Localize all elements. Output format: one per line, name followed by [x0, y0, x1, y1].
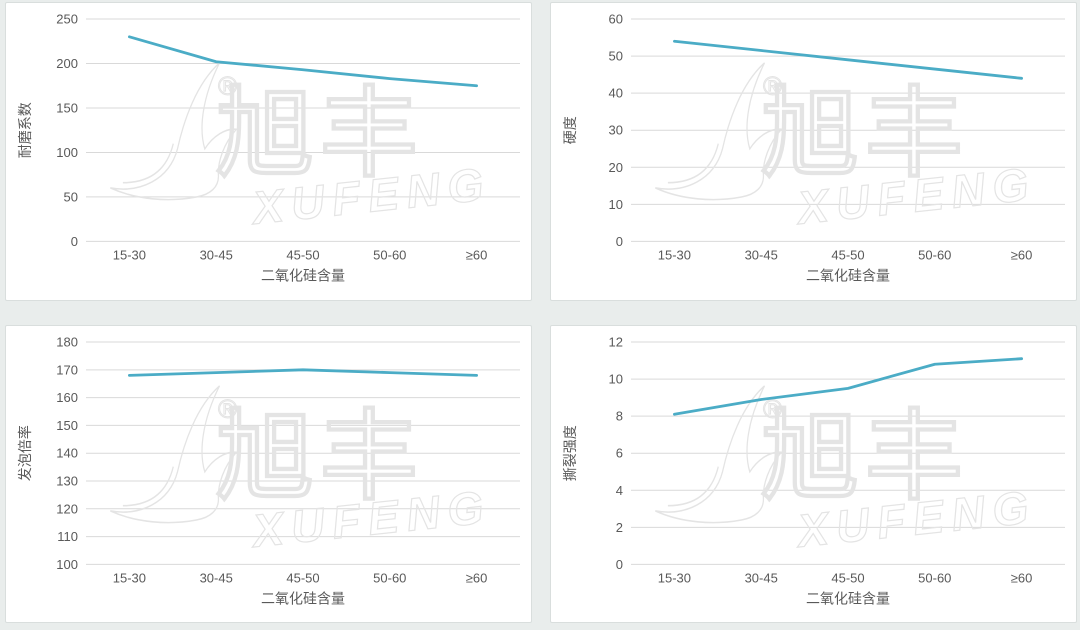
series-line: [673, 356, 1024, 416]
y-tick-label: 160: [56, 390, 78, 405]
watermark-cjk-text: 旭丰: [216, 78, 424, 188]
y-axis-title: 撕裂强度: [562, 425, 578, 481]
x-tick-label: 45-50: [286, 247, 319, 262]
series-line: [128, 367, 479, 377]
y-tick-label: 100: [56, 145, 78, 160]
y-tick-label: 250: [56, 12, 78, 27]
y-tick-label: 4: [616, 482, 623, 497]
x-axis-title: 二氧化硅含量: [806, 590, 890, 606]
y-axis-title: 发泡倍率: [17, 425, 33, 481]
y-tick-label: 40: [609, 86, 623, 101]
series-line: [673, 39, 1024, 80]
x-tick-label: 15-30: [658, 247, 691, 262]
y-tick-label: 12: [609, 334, 623, 349]
x-tick-label: 30-45: [745, 247, 778, 262]
y-tick-label: 0: [616, 556, 623, 571]
y-tick-label: 140: [56, 445, 78, 460]
x-tick-label: 45-50: [831, 570, 864, 585]
chart-grid: ® 旭丰 XUFENG 0 50 100 150 200 250 15-30 30-45 45-50 5…: [5, 2, 1077, 623]
y-tick-label: 50: [64, 189, 78, 204]
x-tick-label: 15-30: [658, 570, 691, 585]
x-axis-title: 二氧化硅含量: [806, 267, 890, 283]
x-tick-label: 50-60: [918, 570, 951, 585]
y-axis-title: 耐磨系数: [17, 102, 33, 158]
watermark-cjk-text: 旭丰: [216, 401, 424, 511]
sail-swoosh-icon: [110, 62, 238, 201]
chart-panel-foaming-ratio: ® 旭丰 XUFENG 100 110 120 130 140 150 160 170 180 15-3…: [5, 324, 532, 623]
sail-swoosh-icon: [655, 62, 783, 201]
x-tick-label: 30-45: [200, 570, 233, 585]
x-tick-label: 30-45: [200, 247, 233, 262]
sail-detail-line: [122, 143, 174, 184]
y-tick-label: 180: [56, 334, 78, 349]
x-tick-label: 45-50: [286, 570, 319, 585]
sail-outline: [110, 62, 238, 201]
sail-outline: [655, 62, 783, 201]
y-tick-label: 120: [56, 501, 78, 516]
y-tick-label: 30: [609, 123, 623, 138]
sail-outline: [655, 384, 783, 523]
y-tick-label: 10: [609, 197, 623, 212]
chart-panel-hardness: ® 旭丰 XUFENG 0 10 20 30 40 50 60 15-30 30-45 45-50 50-…: [550, 2, 1077, 301]
watermark-cjk-text: 旭丰: [761, 401, 969, 511]
chart-panel-abrasion: ® 旭丰 XUFENG 0 50 100 150 200 250 15-30 30-45 45-50 5…: [5, 2, 532, 301]
x-tick-label: 50-60: [373, 247, 406, 262]
chart-panel-tear-strength: ® 旭丰 XUFENG 0 2 4 6 8 10 12 15-30 30-45 45-50 50-60 ≥6…: [550, 324, 1077, 623]
y-tick-label: 110: [57, 529, 78, 544]
sail-outline: [110, 384, 238, 523]
registered-mark: ®: [218, 394, 237, 424]
sail-swoosh-icon: [110, 384, 238, 523]
y-tick-label: 170: [56, 362, 78, 377]
x-tick-label: 45-50: [831, 247, 864, 262]
watermark-cjk-text: 旭丰: [761, 78, 969, 188]
x-tick-label: 50-60: [918, 247, 951, 262]
y-tick-label: 10: [609, 371, 623, 386]
x-tick-label: ≥60: [466, 247, 488, 262]
y-tick-label: 2: [616, 519, 623, 534]
x-tick-label: 15-30: [113, 570, 146, 585]
y-tick-label: 6: [616, 445, 623, 460]
x-tick-label: ≥60: [1011, 570, 1033, 585]
y-tick-label: 130: [56, 473, 78, 488]
x-tick-label: 50-60: [373, 570, 406, 585]
y-tick-label: 60: [609, 12, 623, 27]
x-axis-title: 二氧化硅含量: [261, 590, 345, 606]
registered-mark: ®: [763, 394, 782, 424]
x-tick-label: 15-30: [113, 247, 146, 262]
y-tick-label: 0: [71, 234, 78, 249]
y-tick-label: 0: [616, 234, 623, 249]
y-tick-label: 150: [56, 417, 78, 432]
registered-mark: ®: [763, 71, 782, 101]
x-tick-label: ≥60: [1011, 247, 1033, 262]
y-axis-title: 硬度: [562, 116, 578, 144]
y-tick-label: 8: [616, 408, 623, 423]
sail-detail-line: [667, 143, 719, 184]
sail-detail-line: [667, 465, 719, 506]
y-tick-label: 50: [609, 49, 623, 64]
x-tick-label: 30-45: [745, 570, 778, 585]
sail-swoosh-icon: [655, 384, 783, 523]
y-tick-label: 100: [56, 556, 78, 571]
y-tick-label: 200: [56, 56, 78, 71]
sail-detail-line: [122, 465, 174, 506]
registered-mark: ®: [218, 71, 237, 101]
y-tick-label: 150: [56, 100, 78, 115]
y-tick-label: 20: [609, 160, 623, 175]
x-axis-title: 二氧化硅含量: [261, 267, 345, 283]
series-line: [128, 35, 479, 88]
x-tick-label: ≥60: [466, 570, 488, 585]
